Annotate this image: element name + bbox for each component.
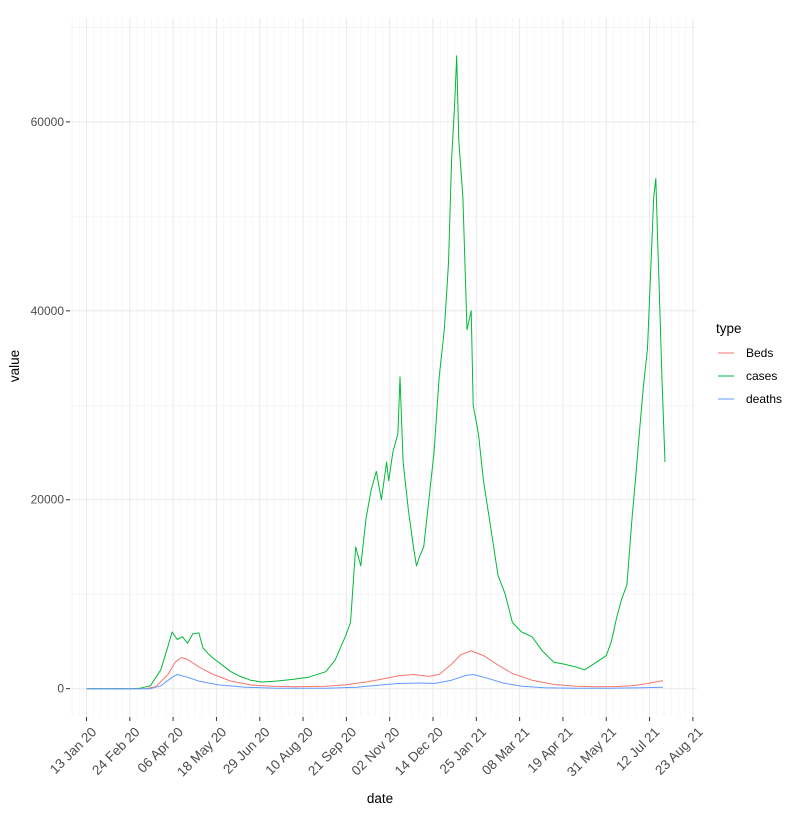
x-axis-title: date xyxy=(367,791,393,806)
series-line-cases xyxy=(86,55,666,690)
legend-label: Beds xyxy=(746,346,773,360)
legend-label: cases xyxy=(746,369,777,383)
legend-item-deaths: deaths xyxy=(718,392,782,406)
series-line-beds xyxy=(86,650,664,690)
y-axis-ticks: 0 20000 40000 60000 xyxy=(31,115,70,696)
y-tick-label: 20000 xyxy=(31,493,65,507)
y-tick-label: 40000 xyxy=(31,304,65,318)
legend-title: type xyxy=(716,321,742,336)
series-lines xyxy=(86,55,666,690)
y-tick-label: 60000 xyxy=(31,115,65,129)
legend-item-beds: Beds xyxy=(718,346,773,360)
series-line-deaths xyxy=(86,674,664,690)
legend-label: deaths xyxy=(746,392,782,406)
y-axis-title: value xyxy=(7,350,22,382)
legend: type Beds cases deaths xyxy=(716,321,782,406)
legend-item-cases: cases xyxy=(718,369,777,383)
y-tick-label: 0 xyxy=(57,682,64,696)
